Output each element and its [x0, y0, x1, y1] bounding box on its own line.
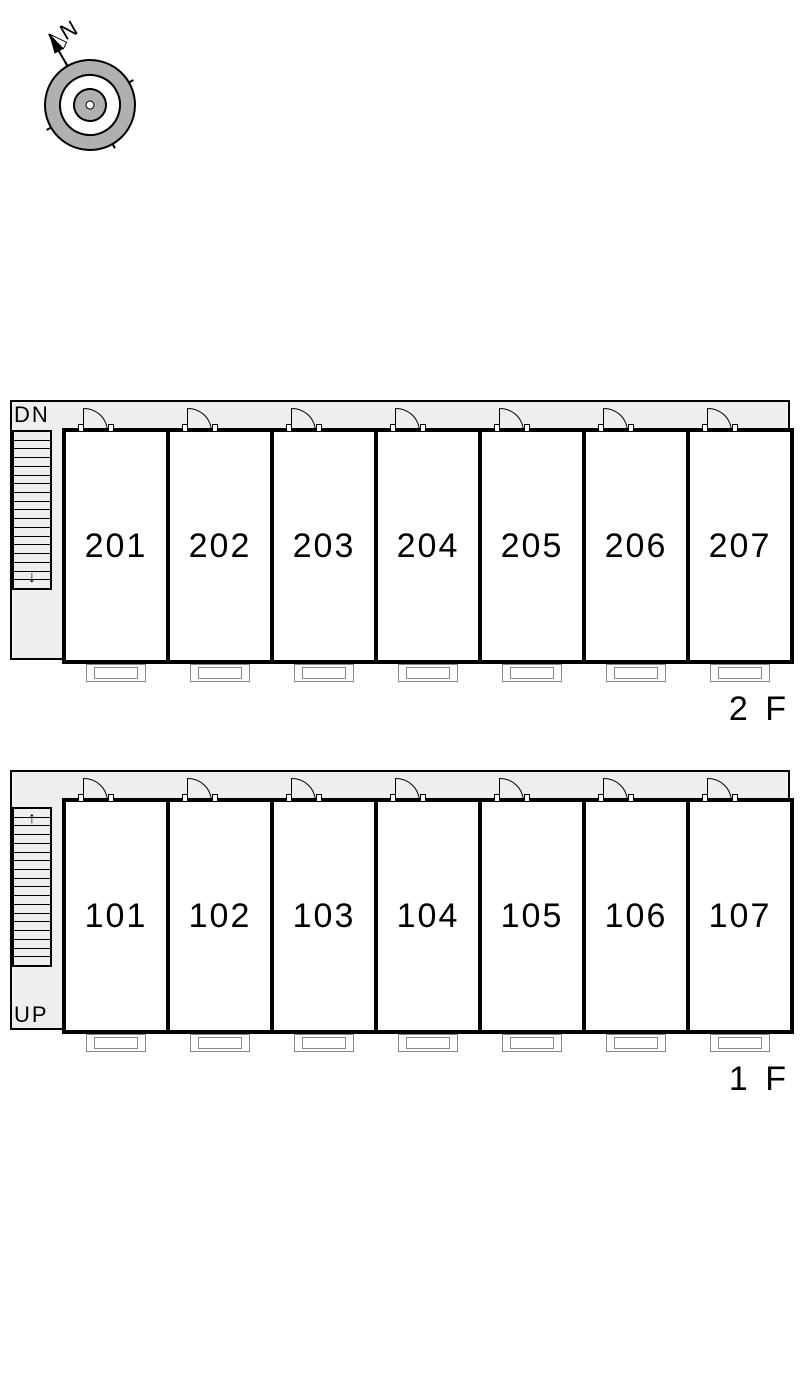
- unit-206: 206: [582, 428, 690, 664]
- balcony-icon: [710, 664, 770, 682]
- stair-zone: ↑ UP: [12, 772, 62, 1028]
- door-icon: [78, 774, 138, 802]
- floor-label: 1 F: [729, 1060, 790, 1099]
- unit-number: 106: [605, 897, 668, 936]
- staircase-icon: ↓: [12, 430, 52, 590]
- unit-number: 103: [293, 897, 356, 936]
- door-icon: [390, 774, 450, 802]
- compass-icon: N: [15, 15, 165, 175]
- unit-number: 204: [397, 527, 460, 566]
- unit-204: 204: [374, 428, 482, 664]
- unit-105: 105: [478, 798, 586, 1034]
- balcony-icon: [190, 1034, 250, 1052]
- floor-plan-2f: DN ↓ 201 202 203: [10, 400, 790, 660]
- balcony-icon: [398, 664, 458, 682]
- stair-arrow-icon: ↓: [28, 570, 36, 586]
- unit-number: 203: [293, 527, 356, 566]
- unit-number: 105: [501, 897, 564, 936]
- unit-number: 207: [709, 527, 772, 566]
- balcony-icon: [502, 664, 562, 682]
- door-icon: [598, 774, 658, 802]
- balcony-icon: [606, 1034, 666, 1052]
- units-row: 201 202 203 204 205: [62, 428, 794, 664]
- balcony-icon: [294, 1034, 354, 1052]
- staircase-icon: ↑: [12, 807, 52, 967]
- unit-101: 101: [62, 798, 170, 1034]
- unit-205: 205: [478, 428, 586, 664]
- door-icon: [182, 774, 242, 802]
- floor-plan-1f: ↑ UP 101 102 103: [10, 770, 790, 1030]
- door-icon: [286, 774, 346, 802]
- door-icon: [182, 404, 242, 432]
- door-icon: [494, 404, 554, 432]
- balcony-icon: [86, 1034, 146, 1052]
- compass: N: [15, 15, 165, 175]
- door-icon: [78, 404, 138, 432]
- stair-steps: [14, 432, 50, 588]
- balcony-icon: [606, 664, 666, 682]
- balcony-icon: [294, 664, 354, 682]
- balcony-icon: [398, 1034, 458, 1052]
- door-icon: [598, 404, 658, 432]
- units-row: 101 102 103 104 105: [62, 798, 794, 1034]
- unit-106: 106: [582, 798, 690, 1034]
- door-icon: [702, 404, 762, 432]
- unit-number: 202: [189, 527, 252, 566]
- unit-number: 205: [501, 527, 564, 566]
- unit-number: 104: [397, 897, 460, 936]
- unit-104: 104: [374, 798, 482, 1034]
- door-icon: [286, 404, 346, 432]
- balcony-icon: [86, 664, 146, 682]
- door-icon: [494, 774, 554, 802]
- unit-number: 206: [605, 527, 668, 566]
- stair-label: UP: [14, 1004, 49, 1026]
- floor-outline: ↑ UP 101 102 103: [10, 770, 790, 1030]
- unit-201: 201: [62, 428, 170, 664]
- unit-number: 107: [709, 897, 772, 936]
- unit-207: 207: [686, 428, 794, 664]
- unit-number: 101: [85, 897, 148, 936]
- unit-107: 107: [686, 798, 794, 1034]
- unit-203: 203: [270, 428, 378, 664]
- unit-102: 102: [166, 798, 274, 1034]
- unit-number: 102: [189, 897, 252, 936]
- stair-steps: [14, 809, 50, 965]
- unit-number: 201: [85, 527, 148, 566]
- balcony-icon: [190, 664, 250, 682]
- unit-202: 202: [166, 428, 274, 664]
- door-icon: [702, 774, 762, 802]
- stair-zone: DN ↓: [12, 402, 62, 658]
- floor-outline: DN ↓ 201 202 203: [10, 400, 790, 660]
- floor-label: 2 F: [729, 690, 790, 729]
- balcony-icon: [710, 1034, 770, 1052]
- stair-label: DN: [14, 404, 50, 426]
- stair-arrow-icon: ↑: [28, 811, 36, 827]
- unit-103: 103: [270, 798, 378, 1034]
- door-icon: [390, 404, 450, 432]
- balcony-icon: [502, 1034, 562, 1052]
